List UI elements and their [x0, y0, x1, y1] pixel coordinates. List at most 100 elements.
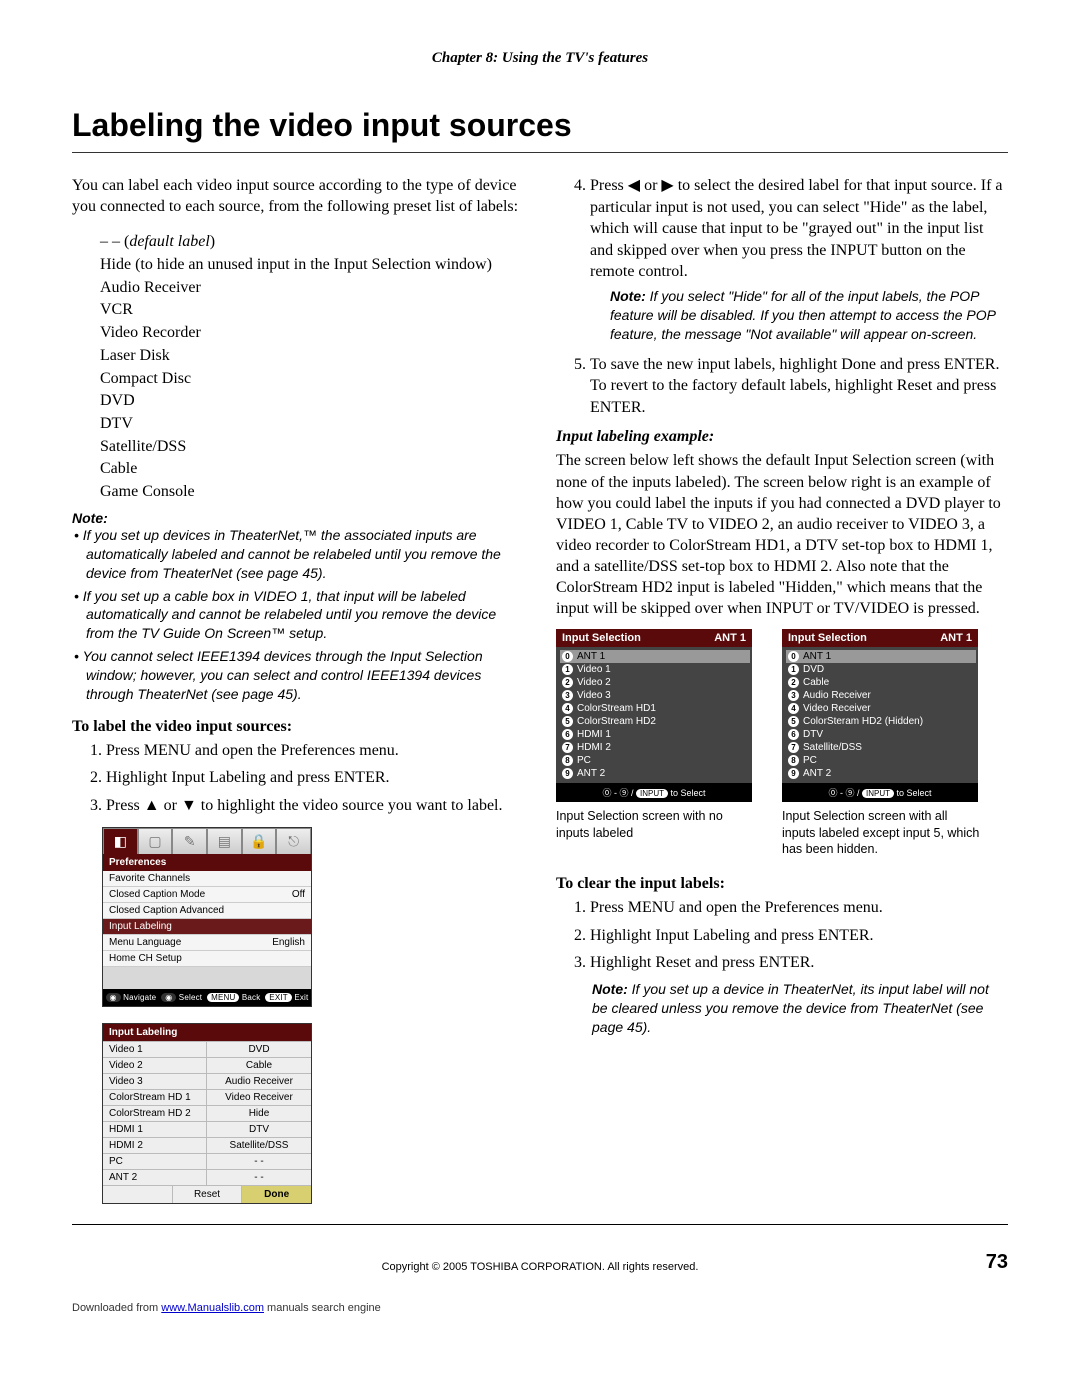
foot-post: to Select	[894, 788, 932, 798]
chapter-header: Chapter 8: Using the TV's features	[72, 50, 1008, 67]
screen-item: 4Video Receiver	[786, 702, 976, 715]
left-arrow-icon: ◀	[628, 177, 640, 194]
pref-row: Input Labeling	[103, 919, 311, 935]
steps-right: Press ◀ or ▶ to select the desired label…	[556, 175, 1008, 418]
label-item: Game Console	[100, 481, 524, 504]
pref-row: Menu LanguageEnglish	[103, 935, 311, 951]
screen-item: 1Video 1	[560, 663, 750, 676]
foot-post: to Select	[668, 788, 706, 798]
intro-para: You can label each video input source ac…	[72, 175, 524, 217]
pref-row: Closed Caption Advanced	[103, 903, 311, 919]
screen-item: 9ANT 2	[786, 767, 976, 780]
note-bullet: If you set up devices in TheaterNet,™ th…	[74, 526, 524, 583]
to-label-heading: To label the video input sources:	[72, 718, 524, 736]
foot-pill: INPUT	[862, 789, 894, 798]
step4-b: or	[640, 177, 661, 194]
label-item: DTV	[100, 413, 524, 436]
step: Press ▲ or ▼ to highlight the video sour…	[106, 795, 524, 817]
screen-left-caption: Input Selection screen with no inputs la…	[556, 808, 756, 841]
screen-item: 9ANT 2	[560, 767, 750, 780]
il-row: PC- -	[103, 1153, 311, 1169]
il-row: Video 1DVD	[103, 1041, 311, 1057]
screen-item: 1DVD	[786, 663, 976, 676]
screen-title: Input Selection	[562, 632, 641, 644]
clear-note: Note: If you set up a device in TheaterN…	[592, 980, 1008, 1037]
il-reset: Reset	[173, 1185, 243, 1203]
pref-row: Home CH Setup	[103, 951, 311, 967]
note-bullets: If you set up devices in TheaterNet,™ th…	[72, 526, 524, 704]
note-lead: Note:	[610, 288, 646, 304]
screen-item: 5ColorStream HD2	[560, 715, 750, 728]
step: Highlight Reset and press ENTER.	[590, 952, 1008, 974]
label-item: VCR	[100, 299, 524, 322]
label-item: Laser Disk	[100, 345, 524, 368]
default-label: default label	[129, 233, 209, 250]
note-bullet: You cannot select IEEE1394 devices throu…	[74, 647, 524, 704]
label-item: Video Recorder	[100, 322, 524, 345]
screen-right: Input SelectionANT 1 0ANT 11DVD2Cable3Au…	[782, 629, 978, 802]
note-lead: Note:	[592, 981, 628, 997]
step-4: Press ◀ or ▶ to select the desired label…	[590, 175, 1008, 344]
label-item: Hide (to hide an unused input in the Inp…	[100, 254, 524, 277]
label-item: Satellite/DSS	[100, 436, 524, 459]
default-label-suffix: )	[210, 233, 215, 250]
foot-pre: ⓪ - ⑨ /	[602, 788, 636, 798]
clear-heading: To clear the input labels:	[556, 875, 1008, 893]
pref-tab-icon: ⎋	[276, 828, 311, 854]
right-column: Press ◀ or ▶ to select the desired label…	[556, 175, 1008, 1218]
label-item: DVD	[100, 390, 524, 413]
label-item: Audio Receiver	[100, 277, 524, 300]
step: Press MENU and open the Preferences menu…	[106, 740, 524, 762]
pref-tab-icon: ✎	[172, 828, 207, 854]
download-line: Downloaded from www.Manualslib.com manua…	[72, 1302, 1008, 1314]
screen-item: 6DTV	[786, 728, 976, 741]
step: Press MENU and open the Preferences menu…	[590, 897, 1008, 919]
screen-item: 6HDMI 1	[560, 728, 750, 741]
il-row: Video 3Audio Receiver	[103, 1073, 311, 1089]
manualslib-link[interactable]: www.Manualslib.com	[161, 1302, 264, 1314]
il-row: Video 2Cable	[103, 1057, 311, 1073]
dl-pre: Downloaded from	[72, 1302, 161, 1314]
preferences-menu: ◧ ▢ ✎ ▤ 🔒 ⎋ Preferences Favorite Channel…	[102, 827, 312, 1007]
dl-post: manuals search engine	[264, 1302, 381, 1314]
label-item: Cable	[100, 458, 524, 481]
screen-item: 2Cable	[786, 676, 976, 689]
il-row: ColorStream HD 2Hide	[103, 1105, 311, 1121]
right-arrow-icon: ▶	[661, 177, 673, 194]
pref-tab-icon: ▤	[207, 828, 242, 854]
pref-tab-icon: ◧	[103, 828, 138, 854]
step-5: To save the new input labels, highlight …	[590, 354, 1008, 419]
pref-row: Favorite Channels	[103, 871, 311, 887]
screen-item: 0ANT 1	[560, 650, 750, 663]
screen-foot: ⓪ - ⑨ / INPUT to Select	[782, 783, 978, 802]
screen-item: 2Video 2	[560, 676, 750, 689]
il-row: ANT 2- -	[103, 1169, 311, 1185]
screen-title: Input Selection	[788, 632, 867, 644]
title-rule	[72, 152, 1008, 153]
screen-item: 3Audio Receiver	[786, 689, 976, 702]
screen-item: 5ColorSteram HD2 (Hidden)	[786, 715, 976, 728]
step: Highlight Input Labeling and press ENTER…	[106, 767, 524, 789]
screen-item: 8PC	[560, 754, 750, 767]
il-blank	[103, 1185, 173, 1203]
example-heading: Input labeling example:	[556, 428, 1008, 446]
screen-item: 0ANT 1	[786, 650, 976, 663]
steps-left: Press MENU and open the Preferences menu…	[72, 740, 524, 817]
il-row: HDMI 1DTV	[103, 1121, 311, 1137]
note-bullet: If you set up a cable box in VIDEO 1, th…	[74, 587, 524, 644]
step4-a: Press	[590, 177, 628, 194]
pref-nav-hint: ◉ Navigate ◉ Select MENU Back EXIT Exit	[103, 989, 311, 1006]
label-item: Compact Disc	[100, 368, 524, 391]
step: Highlight Input Labeling and press ENTER…	[590, 925, 1008, 947]
pref-tab-icon: 🔒	[242, 828, 277, 854]
foot-pill: INPUT	[636, 789, 668, 798]
screen-item: 3Video 3	[560, 689, 750, 702]
page-title: Labeling the video input sources	[72, 107, 1008, 144]
default-label-prefix: – – (	[100, 233, 129, 250]
screen-foot: ⓪ - ⑨ / INPUT to Select	[556, 783, 752, 802]
clear-steps: Press MENU and open the Preferences menu…	[556, 897, 1008, 974]
il-row: HDMI 2Satellite/DSS	[103, 1137, 311, 1153]
screen-examples: Input SelectionANT 1 0ANT 11Video 12Vide…	[556, 629, 1008, 857]
screen-left: Input SelectionANT 1 0ANT 11Video 12Vide…	[556, 629, 752, 802]
screen-item: 8PC	[786, 754, 976, 767]
